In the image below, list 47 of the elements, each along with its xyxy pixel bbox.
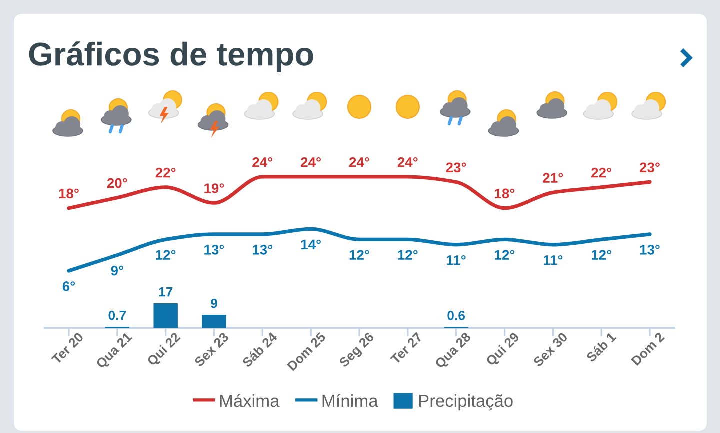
data-label: 18°	[59, 188, 79, 199]
legend-label: Máxima	[220, 394, 280, 408]
data-label: 13°	[640, 245, 660, 255]
bar	[202, 315, 226, 328]
x-tick-label: Sáb 24	[241, 331, 278, 368]
data-label: 24°	[398, 157, 418, 168]
data-label: 24°	[349, 157, 370, 168]
x-tick-label: Sáb 1	[586, 332, 617, 363]
x-tick-label: Sex 30	[532, 332, 568, 368]
legend-label: Mínima	[322, 394, 378, 408]
x-tick-label: Seg 26	[338, 332, 377, 370]
data-label: 0.6	[448, 311, 466, 320]
data-label: 11°	[447, 255, 466, 266]
chart-title: Gráficos de tempo	[29, 42, 314, 72]
data-label: 23°	[446, 162, 466, 173]
data-label: 0.7	[108, 310, 126, 320]
x-tick-label: Sex 23	[194, 332, 230, 368]
x-tick-label: Qui 29	[485, 332, 522, 368]
data-label: 22°	[592, 168, 612, 178]
bar	[154, 304, 178, 328]
data-label: 21°	[543, 173, 564, 183]
data-label: 14°	[301, 240, 321, 250]
data-label: 13°	[204, 245, 224, 255]
x-tick-label: Qui 22	[146, 332, 183, 368]
data-label: 6°	[62, 282, 76, 292]
data-label: 9°	[111, 266, 124, 276]
x-tick-label: Qua 28	[434, 332, 474, 371]
x-tick-label: Qua 21	[96, 332, 134, 371]
data-label: 12°	[350, 250, 370, 260]
data-label: 24°	[252, 157, 273, 168]
data-label: 9	[211, 298, 218, 308]
data-label: 20°	[107, 178, 128, 188]
x-tick-label: Ter 20	[51, 332, 84, 365]
data-label: 17	[159, 288, 173, 297]
data-label: 22°	[156, 168, 176, 178]
data-label: 12°	[156, 250, 176, 260]
data-label: 12°	[592, 250, 612, 260]
data-label: 12°	[398, 250, 418, 260]
data-label: 12°	[495, 250, 515, 260]
data-label: 23°	[640, 162, 660, 173]
data-label: 13°	[253, 245, 273, 255]
data-label: 18°	[495, 188, 515, 199]
data-label: 24°	[301, 157, 321, 168]
legend-label: Precipitação	[419, 394, 513, 411]
x-tick-label: Ter 27	[390, 332, 424, 365]
data-label: 19°	[204, 184, 224, 194]
data-label: 11°	[544, 255, 563, 266]
